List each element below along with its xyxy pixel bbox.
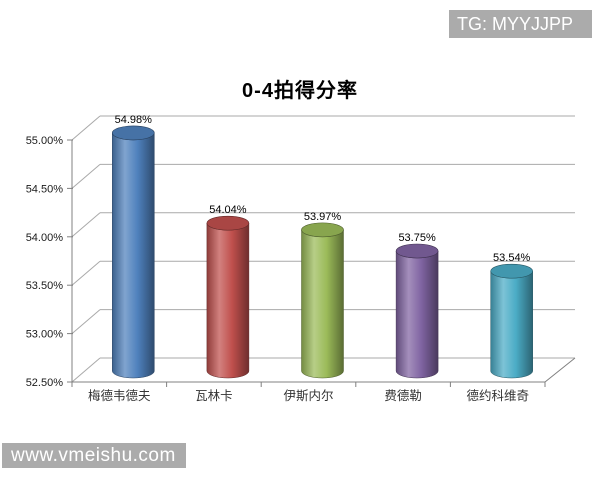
cylinder-top-ellipse: [301, 222, 344, 238]
floor-right-edge: [544, 357, 576, 383]
y-axis-tick-label: 55.00%: [26, 135, 64, 147]
y-axis-tick-label: 54.50%: [26, 183, 64, 195]
cylinder-top-ellipse: [206, 215, 250, 231]
left-wall-diagonal: [71, 309, 101, 334]
watermark-website-badge: www.vmeishu.com: [2, 443, 186, 468]
cylinder-bar: [301, 229, 344, 379]
watermark-telegram-badge: TG: MYYJJPP: [449, 10, 592, 38]
cylinder-bar: [395, 250, 439, 379]
bar-data-label: 53.75%: [398, 232, 436, 244]
category-label: 伊斯内尔: [283, 388, 333, 403]
y-axis-tick-label: 52.50%: [26, 377, 64, 389]
bar-data-label: 53.54%: [493, 252, 531, 264]
category-label: 梅德韦德夫: [88, 388, 151, 403]
category-label: 德约科维奇: [466, 388, 529, 403]
category-label: 费德勒: [384, 388, 422, 403]
y-axis-tick-label: 53.50%: [26, 280, 64, 292]
cylinder-bar: [206, 223, 250, 379]
y-axis-tick-label: 54.00%: [26, 232, 64, 244]
left-wall-diagonal: [71, 212, 101, 238]
bar-data-label: 54.98%: [115, 114, 153, 126]
cylinder-top-ellipse: [112, 125, 155, 141]
bar-data-label: 53.97%: [304, 211, 342, 223]
chart-title: 0-4拍得分率: [242, 80, 358, 102]
left-wall-diagonal: [71, 357, 101, 383]
y-axis-tick-label: 53.00%: [26, 329, 64, 341]
left-wall-diagonal: [71, 164, 101, 189]
cylinder-top-ellipse: [395, 243, 439, 259]
cylinder-bar: [490, 271, 533, 379]
cylinder-bar: [112, 132, 155, 379]
left-wall-diagonal: [71, 260, 101, 286]
bar-data-label: 54.04%: [209, 204, 247, 216]
cylinder-top-ellipse: [490, 263, 534, 279]
category-label: 瓦林卡: [195, 389, 233, 403]
left-wall-diagonal: [71, 115, 101, 141]
